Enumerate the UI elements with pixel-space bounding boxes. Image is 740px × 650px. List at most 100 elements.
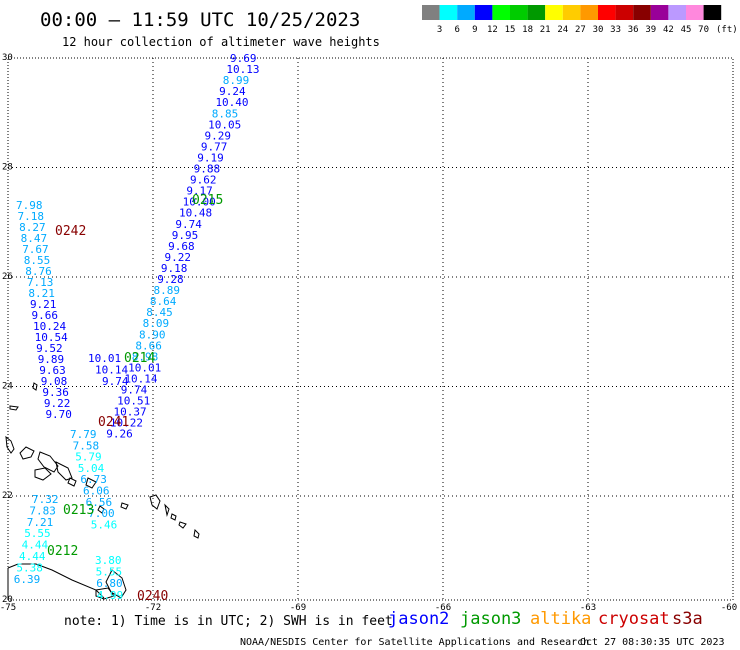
legend-label: 42: [663, 25, 674, 35]
wave-height-value: 7.83: [29, 504, 56, 517]
legend-swatch: [668, 5, 686, 20]
wave-height-value: 9.62: [190, 174, 217, 187]
pass-time-label: 0215: [192, 193, 223, 208]
lon-tick-label: -75: [0, 603, 16, 613]
wave-height-value: 9.77: [201, 140, 228, 153]
wave-height-value: 9.21: [30, 298, 57, 311]
legend-swatch: [650, 5, 669, 20]
color-legend: 3 6 9 12 15 18 21 24 27 30 33 36 39 42 45 70 (ft): [422, 5, 738, 35]
wave-height-value: 8.64: [150, 295, 177, 308]
wave-height-value: 8.47: [21, 232, 48, 245]
wave-height-value: 8.45: [146, 306, 173, 319]
satellite-name: cryosat: [598, 609, 670, 629]
wave-height-value: 6.39: [14, 573, 41, 586]
wave-height-value: 9.74: [175, 218, 202, 231]
legend-label: 36: [628, 25, 639, 35]
wave-height-value: 9.17: [186, 185, 213, 198]
credit-text: NOAA/NESDIS Center for Satellite Applica…: [240, 637, 589, 648]
wave-height-value: 9.36: [42, 386, 69, 399]
wave-height-value: 10.05: [208, 118, 241, 131]
wave-height-value: 7.98: [16, 199, 43, 212]
wave-height-value: 9.24: [219, 85, 246, 98]
legend-label: 39: [645, 25, 656, 35]
wave-height-value: 9.69: [230, 52, 257, 65]
wave-height-value: 7.32: [32, 493, 59, 506]
wave-height-value: 6.73: [80, 473, 107, 486]
legend-label: 18: [522, 25, 533, 35]
wave-height-value: 9.26: [106, 428, 132, 441]
lat-tick-label: 30: [2, 53, 13, 63]
wave-height-value: 3.80: [95, 554, 122, 567]
satellite-name: altika: [530, 609, 591, 629]
wave-height-value: 8.98: [132, 350, 159, 363]
pass-time-label: 0213: [63, 503, 94, 518]
legend-swatch: [457, 5, 475, 20]
legend-swatch: [633, 5, 651, 20]
pass-time-label: 0214: [124, 351, 155, 366]
legend-swatch: [703, 5, 722, 20]
pass-time-label: 0212: [47, 544, 78, 559]
wave-height-value: 9.18: [161, 262, 188, 275]
legend-label: 6: [454, 25, 459, 35]
lon-tick-label: -69: [290, 603, 306, 613]
legend-swatch: [686, 5, 704, 20]
wave-height-value: 8.66: [135, 339, 162, 352]
wave-height-value: 7.13: [27, 276, 53, 289]
wave-height-value: 9.63: [39, 364, 66, 377]
wave-height-value: 4.44: [19, 550, 46, 563]
map-frame: [7, 57, 734, 601]
timestamp-text: Oct 27 08:30:35 UTC 2023: [580, 637, 725, 648]
wave-height-value: 10.24: [33, 320, 66, 333]
wave-height-value: 7.79: [70, 428, 97, 441]
axis-labels: -75 -72 -69 -66 -63 -60 30 28 26 24 22 20: [0, 53, 737, 613]
wave-height-value: 8.21: [28, 287, 55, 300]
wave-height-value: 9.22: [164, 251, 191, 264]
wave-height-value: 8.09: [143, 317, 170, 330]
wave-height-value: 10.14: [124, 372, 157, 385]
wave-height-value: 9.08: [41, 375, 68, 388]
wave-height-value: 6.56: [86, 496, 113, 509]
legend-label: 33: [610, 25, 621, 35]
legend-swatch: [562, 5, 581, 20]
legend-label: 12: [487, 25, 498, 35]
legend-swatch: [492, 5, 510, 20]
legend-swatch: [580, 5, 598, 20]
lat-tick-label: 22: [2, 491, 13, 501]
wave-height-value: 4.44: [22, 539, 49, 552]
wave-height-value: 5.55: [24, 527, 51, 540]
legend-label: 21: [540, 25, 551, 35]
wave-height-value: 10.00: [183, 196, 216, 209]
wave-height-value: 9.68: [168, 240, 195, 253]
satellite-name: jason2: [388, 609, 449, 629]
lat-tick-label: 20: [2, 595, 13, 605]
land-outlines: [5, 382, 200, 600]
lon-tick-label: -66: [435, 603, 451, 613]
legend-label: 3: [437, 25, 442, 35]
wave-height-value: 9.52: [36, 342, 63, 355]
wave-height-value: 9.22: [44, 397, 71, 410]
wave-height-value: 10.01: [128, 361, 161, 374]
lat-tick-label: 28: [2, 163, 13, 173]
wave-height-value: 9.70: [45, 408, 71, 421]
legend-swatch: [545, 5, 563, 20]
wave-height-value: 10.13: [226, 63, 259, 76]
pass-time-label: 0241: [98, 415, 129, 430]
wave-height-value: 10.14: [95, 364, 128, 377]
wave-height-value: 9.95: [172, 229, 199, 242]
wave-height-value: 5.79: [75, 451, 102, 464]
map-title: 00:00 – 11:59 UTC 10/25/2023: [40, 9, 360, 31]
wave-height-value: 9.28: [157, 273, 184, 286]
map-subtitle: 12 hour collection of altimeter wave hei…: [62, 35, 380, 49]
wave-height-value: 5.38: [16, 561, 43, 574]
wave-height-value: 10.54: [35, 331, 68, 344]
wave-height-value: 8.99: [223, 74, 250, 87]
legend-swatch: [510, 5, 528, 20]
legend-unit: (ft): [716, 25, 738, 35]
wave-height-value: 7.67: [22, 243, 49, 256]
legend-swatch: [598, 5, 616, 20]
footer-note: note: 1) Time is in UTC; 2) SWH is in fe…: [64, 614, 393, 629]
wave-height-value: 8.76: [25, 265, 52, 278]
lat-tick-label: 26: [2, 272, 13, 282]
wave-height-value: 8.89: [154, 284, 181, 297]
